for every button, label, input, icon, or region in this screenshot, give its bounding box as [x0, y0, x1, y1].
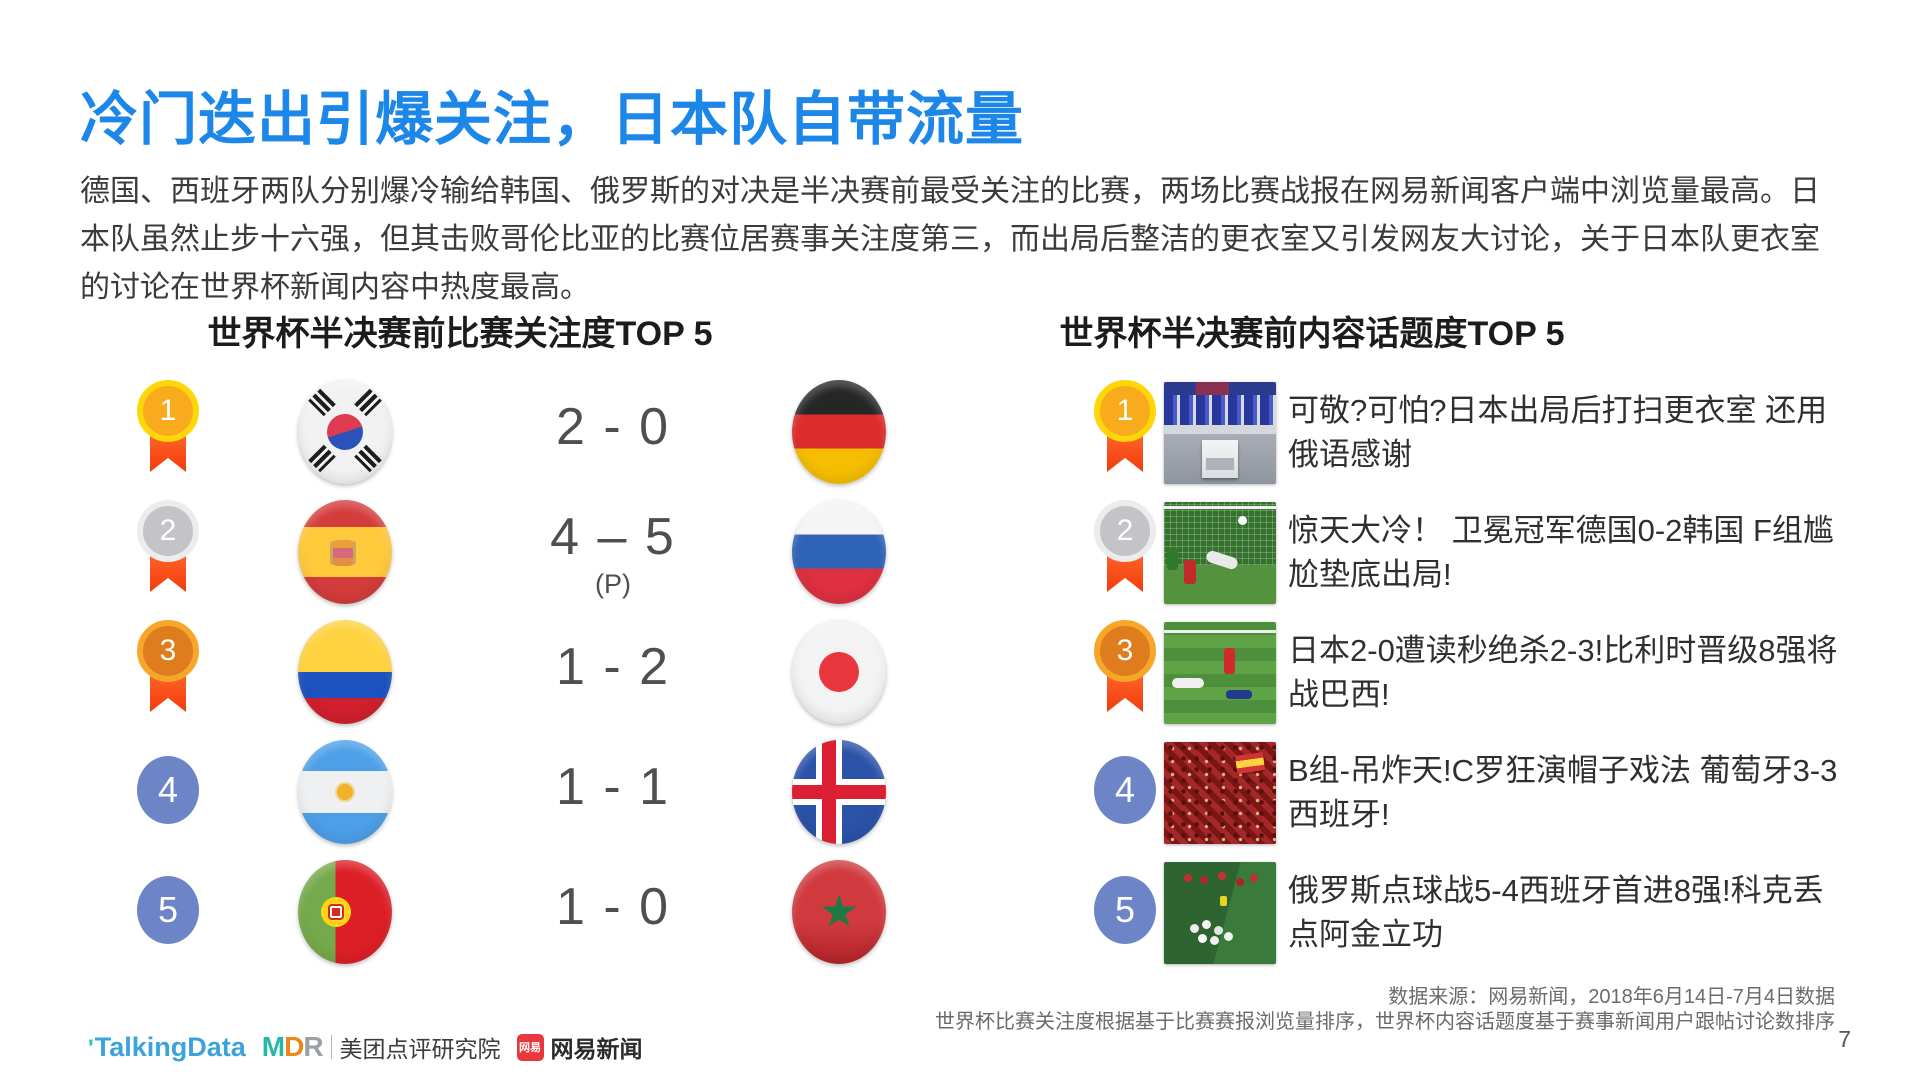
netease-news-logo: 网易 网易新闻 [516, 1030, 643, 1064]
portugal-emblem [321, 897, 351, 927]
talkingdata-logo: 'TalkingData [88, 1031, 246, 1062]
japan-sun-disc [819, 652, 859, 692]
flag-germany-icon [792, 380, 886, 484]
rank-badge: 4 [1094, 756, 1156, 824]
rank-badge: 5 [137, 876, 199, 944]
rank-number: 2 [137, 500, 199, 562]
rank-row-4: 4 1 - 1 4 B组-吊炸天!C罗狂演帽子戏法 葡萄牙3-3西班牙! [0, 738, 1921, 848]
netease-badge-icon: 网易 [516, 1033, 544, 1061]
rank-number: 1 [137, 380, 199, 442]
bronze-medal-icon: 3 [137, 620, 199, 716]
rank-number: 3 [137, 620, 199, 682]
gold-medal-icon: 1 [1094, 380, 1156, 476]
netease-news-label: 网易新闻 [550, 1036, 643, 1062]
news-photo-japan-locker-room [1164, 382, 1276, 484]
data-source-line: 数据来源：网易新闻，2018年6月14日-7月4日数据 [1388, 986, 1835, 1008]
news-headline: 日本2-0遭读秒绝杀2-3!比利时晋级8强将战巴西! [1288, 633, 1838, 712]
talkingdata-tick-icon: ' [88, 1034, 94, 1062]
page-title: 冷门迭出引爆关注，日本队自带流量 [80, 87, 1025, 152]
score-box: 4 – 5 (P) [513, 498, 713, 608]
flag-south-korea-icon [298, 380, 392, 484]
rank-row-1: 1 2 - 0 1 可敬?可怕?日本出局后打扫更衣室 还用俄语感谢 [0, 378, 1921, 488]
logo-bar: 'TalkingData MDR 美团点评研究院 网易 网易新闻 [88, 1030, 643, 1064]
flag-russia-icon [792, 500, 886, 604]
news-headline: 惊天大冷！ 卫冕冠军德国0-2韩国 F组尴尬垫底出局! [1288, 513, 1834, 592]
score-box: 1 - 2 [513, 618, 713, 728]
flag-japan-icon [792, 620, 886, 724]
news-photo-portugal-spain-fans [1164, 742, 1276, 844]
rank-row-2: 2 4 – 5 (P) 2 惊天大冷！ 卫冕冠军德国0-2韩国 F组尴尬垫底出局… [0, 498, 1921, 608]
news-headline: B组-吊炸天!C罗狂演帽子戏法 葡萄牙3-3西班牙! [1288, 753, 1838, 832]
match-score: 1 - 1 [555, 758, 671, 816]
news-photo-russia-spain-penalties [1164, 862, 1276, 964]
match-panel-title: 世界杯半决赛前比赛关注度TOP 5 [207, 315, 713, 353]
rank-row-3: 3 1 - 2 3 日本2-0遭读秒绝杀2-3!比利时晋级8强将战巴西! [0, 618, 1921, 728]
match-score: 4 – 5 [550, 507, 676, 566]
silver-medal-icon: 2 [1094, 500, 1156, 596]
methodology-line: 世界杯比赛关注度根据基于比赛赛报浏览量排序，世界杯内容话题度基于赛事新闻用户跟帖… [935, 1011, 1835, 1033]
score-box: 1 - 1 [513, 738, 713, 848]
intro-paragraph: 德国、西班牙两队分别爆冷输给韩国、俄罗斯的对决是半决赛前最受关注的比赛，两场比赛… [80, 175, 1820, 304]
rank-number: 3 [1094, 620, 1156, 682]
rank-row-5: 5 1 - 0 5 俄罗斯点球战5-4西班牙首进8强!科克丢点阿金立功 [0, 858, 1921, 968]
silver-medal-icon: 2 [137, 500, 199, 596]
rank-badge: 4 [137, 756, 199, 824]
content-panel-title: 世界杯半决赛前内容话题度TOP 5 [1059, 315, 1565, 353]
news-photo-japan-belgium [1164, 622, 1276, 724]
page-number: 7 [1838, 1026, 1851, 1052]
match-score: 2 - 0 [555, 398, 671, 456]
meituan-dianping-logo: MDR 美团点评研究院 [261, 1031, 501, 1062]
logo-divider [330, 1035, 332, 1059]
match-score: 1 - 0 [555, 878, 671, 936]
argentina-sun [337, 784, 353, 800]
morocco-star [821, 894, 857, 927]
taegeuk-symbol [322, 409, 368, 455]
rank-number: 1 [1094, 380, 1156, 442]
news-headline: 可敬?可怕?日本出局后打扫更衣室 还用俄语感谢 [1288, 393, 1828, 472]
match-score: 1 - 2 [555, 638, 671, 696]
flag-portugal-icon [298, 860, 392, 964]
flag-iceland-icon [792, 740, 886, 844]
news-headline: 俄罗斯点球战5-4西班牙首进8强!科克丢点阿金立功 [1288, 873, 1824, 952]
flag-argentina-icon [298, 740, 392, 844]
rank-badge: 5 [1094, 876, 1156, 944]
penalty-note: (P) [595, 568, 631, 599]
meituan-research-label: 美团点评研究院 [339, 1036, 501, 1062]
news-photo-germany-korea-goal [1164, 502, 1276, 604]
bronze-medal-icon: 3 [1094, 620, 1156, 716]
score-box: 1 - 0 [513, 858, 713, 968]
flag-colombia-icon [298, 620, 392, 724]
gold-medal-icon: 1 [137, 380, 199, 476]
spain-flag-in-crowd [1234, 752, 1266, 774]
rank-number: 2 [1094, 500, 1156, 562]
score-box: 2 - 0 [513, 378, 713, 488]
flag-spain-icon [298, 500, 392, 604]
spain-crest [333, 540, 353, 566]
flag-morocco-icon [792, 860, 886, 964]
